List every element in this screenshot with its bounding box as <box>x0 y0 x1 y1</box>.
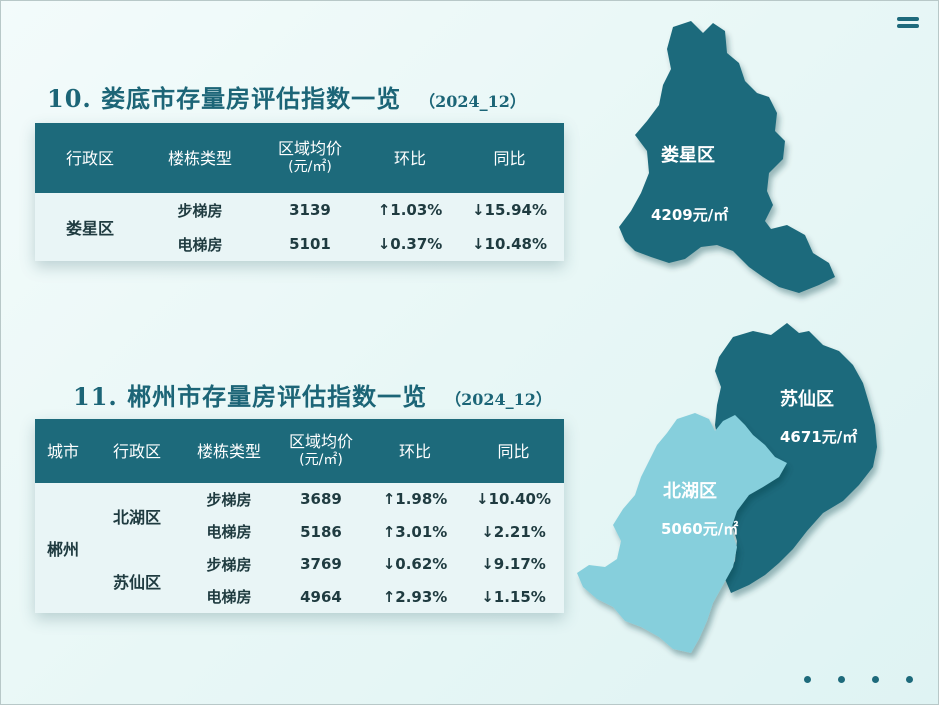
header-mom: 环比 <box>367 419 463 483</box>
louxing-map-shape[interactable] <box>619 21 835 293</box>
header-district: 行政区 <box>91 419 183 483</box>
type-cell: 电梯房 <box>177 235 223 254</box>
district-cell: 北湖区 <box>112 507 161 527</box>
section11-date: （2024_12） <box>445 390 552 409</box>
header-avg-price: 区域均价 (元/㎡) <box>255 123 365 193</box>
yoy-cell: ↓9.17% <box>481 555 546 574</box>
price-cell: 3689 <box>300 490 342 509</box>
table-row: 郴州 北湖区 步梯房 3689 ↑1.98% ↓10.40% <box>35 483 564 559</box>
pagination-dots <box>804 676 913 683</box>
price-cell: 4964 <box>300 587 342 606</box>
section11-title: 11. 郴州市存量房评估指数一览 （2024_12） <box>73 377 552 412</box>
type-cell: 步梯房 <box>206 555 252 574</box>
table-row: 苏仙区 步梯房 3769 ↓0.62% ↓9.17% <box>35 548 564 591</box>
district-cell: 娄星区 <box>65 219 114 238</box>
header-avg-price-label: 区域均价 <box>277 139 342 158</box>
table-header-row: 行政区 楼栋类型 区域均价 (元/㎡) 环比 同比 <box>35 123 564 193</box>
header-avg-price-unit: (元/㎡) <box>288 159 332 175</box>
type-cell: 步梯房 <box>177 201 223 220</box>
suxian-map-label: 苏仙区 <box>780 389 834 410</box>
table-header-row: 城市 行政区 楼栋类型 区域均价 (元/㎡) 环比 同比 <box>35 419 564 483</box>
mom-cell: ↑1.98% <box>382 490 448 509</box>
pagination-dot[interactable] <box>804 676 811 683</box>
header-avg-price-label: 区域均价 <box>288 432 353 451</box>
loudi-table: 行政区 楼栋类型 区域均价 (元/㎡) 环比 同比 娄星区 步梯房 3139 ↑1… <box>35 123 564 261</box>
mom-cell: ↑2.93% <box>382 587 448 606</box>
pagination-dot[interactable] <box>906 676 913 683</box>
table-row: 娄星区 步梯房 3139 ↑1.03% ↓15.94% <box>35 193 564 238</box>
header-building-type: 楼栋类型 <box>183 419 275 483</box>
section11-title-text: 11. 郴州市存量房评估指数一览 <box>73 382 428 411</box>
mom-cell: ↑3.01% <box>382 522 448 541</box>
type-cell: 电梯房 <box>206 523 252 542</box>
table-row: 电梯房 5101 ↓0.37% ↓10.48% <box>35 227 564 261</box>
chenzhou-table: 城市 行政区 楼栋类型 区域均价 (元/㎡) 环比 同比 郴州 北湖区 步梯房 3… <box>35 419 564 613</box>
louxing-map-label: 娄星区 <box>661 145 715 166</box>
header-district: 行政区 <box>35 123 145 193</box>
district-cell: 苏仙区 <box>112 572 161 592</box>
suxian-map-price: 4671元/㎡ <box>780 428 858 446</box>
yoy-cell: ↓1.15% <box>481 587 546 606</box>
menu-icon[interactable] <box>897 17 919 29</box>
pagination-dot[interactable] <box>872 676 879 683</box>
header-avg-price-unit: (元/㎡) <box>299 452 343 468</box>
header-avg-price: 区域均价 (元/㎡) <box>275 419 367 483</box>
section10-title: 10. 娄底市存量房评估指数一览 （2024_12） <box>47 79 526 114</box>
suxian-map-shape[interactable] <box>715 323 877 593</box>
header-mom: 环比 <box>365 123 455 193</box>
yoy-cell: ↓15.94% <box>471 201 548 219</box>
mom-cell: ↓0.62% <box>382 555 448 574</box>
beihu-map-price: 5060元/㎡ <box>661 520 739 538</box>
mom-cell: ↑1.03% <box>377 201 443 219</box>
price-cell: 5101 <box>289 235 331 253</box>
header-city: 城市 <box>35 419 91 483</box>
beihu-map-shape[interactable] <box>577 413 787 653</box>
header-yoy: 同比 <box>463 419 564 483</box>
mom-cell: ↓0.37% <box>377 235 443 253</box>
city-cell: 郴州 <box>46 540 79 559</box>
section10-title-text: 10. 娄底市存量房评估指数一览 <box>47 84 402 113</box>
louxing-map-price: 4209元/㎡ <box>651 206 729 224</box>
section10-date: （2024_12） <box>419 92 526 111</box>
header-yoy: 同比 <box>455 123 564 193</box>
header-building-type: 楼栋类型 <box>145 123 255 193</box>
yoy-cell: ↓10.48% <box>471 235 548 253</box>
pagination-dot[interactable] <box>838 676 845 683</box>
price-cell: 3139 <box>289 201 331 219</box>
type-cell: 步梯房 <box>206 490 252 509</box>
table-row: 电梯房 5186 ↑3.01% ↓2.21% <box>35 516 564 549</box>
beihu-map-label: 北湖区 <box>663 481 717 502</box>
yoy-cell: ↓10.40% <box>475 490 552 509</box>
price-cell: 3769 <box>300 555 342 574</box>
yoy-cell: ↓2.21% <box>481 522 546 541</box>
table-row: 电梯房 4964 ↑2.93% ↓1.15% <box>35 581 564 614</box>
type-cell: 电梯房 <box>206 588 252 607</box>
price-cell: 5186 <box>300 522 342 541</box>
